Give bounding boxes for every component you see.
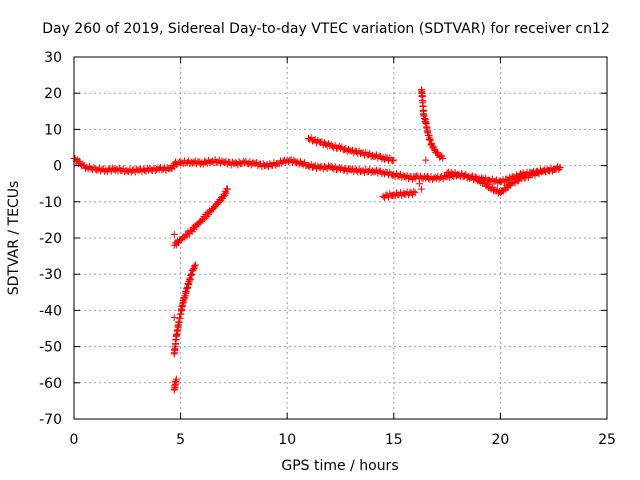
data-point xyxy=(411,189,419,197)
data-point xyxy=(422,156,430,164)
data-point xyxy=(188,270,196,278)
y-tick-labels: -70 -60 -50 -40 -30 -20 -10 0 10 20 30 xyxy=(39,50,62,428)
series-arc-low xyxy=(379,188,419,202)
x-tick-label: 5 xyxy=(176,432,185,448)
series-arc-baseline-a xyxy=(70,154,178,176)
grid-lines xyxy=(74,57,607,419)
series-outliers xyxy=(170,156,432,322)
data-point xyxy=(415,180,423,188)
x-tick-label: 25 xyxy=(598,432,616,448)
x-tick-label: 20 xyxy=(491,432,509,448)
y-tick-label: -30 xyxy=(39,267,62,283)
data-point xyxy=(430,145,438,153)
y-tick-label: -50 xyxy=(39,340,62,356)
data-point xyxy=(390,156,398,164)
series-arc-spike xyxy=(418,86,447,162)
y-tick-label: -60 xyxy=(39,376,62,392)
y-tick-label: -10 xyxy=(39,195,62,211)
data-point xyxy=(172,375,180,383)
data-point xyxy=(410,188,418,196)
data-point xyxy=(427,136,435,144)
data-point xyxy=(418,185,426,193)
y-tick-label: -20 xyxy=(39,231,62,247)
x-tick-labels: 0 5 10 15 20 25 xyxy=(70,432,616,448)
data-point xyxy=(439,154,447,162)
series-arc-steep-a xyxy=(170,261,200,358)
axis-ticks xyxy=(73,56,608,420)
series-arc-steep-b xyxy=(170,375,180,394)
data-point xyxy=(170,230,178,238)
x-axis-label: GPS time / hours xyxy=(281,458,398,474)
series-arc-late-b xyxy=(443,163,564,197)
data-point xyxy=(424,172,432,180)
data-point xyxy=(224,185,232,193)
data-point xyxy=(556,163,564,171)
data-point xyxy=(514,177,522,185)
data-point xyxy=(222,189,230,197)
data-points xyxy=(70,86,564,394)
y-tick-label: -40 xyxy=(39,303,62,319)
chart-title: Day 260 of 2019, Sidereal Day-to-day VTE… xyxy=(42,21,610,37)
series-arc-rising xyxy=(170,185,232,249)
y-tick-label: -70 xyxy=(39,412,62,428)
data-point xyxy=(192,261,200,269)
y-tick-label: 20 xyxy=(44,86,62,102)
series-arc-descending xyxy=(305,134,398,165)
x-tick-label: 0 xyxy=(70,432,79,448)
data-point xyxy=(83,163,91,171)
y-tick-label: 10 xyxy=(44,122,62,138)
y-axis-label: SDTVAR / TECUs xyxy=(6,181,22,296)
data-point xyxy=(170,314,178,322)
x-tick-label: 10 xyxy=(278,432,296,448)
y-tick-label: 30 xyxy=(44,50,62,66)
y-tick-label: 0 xyxy=(53,159,62,175)
series-arc-baseline-b xyxy=(170,156,419,183)
x-tick-label: 15 xyxy=(385,432,403,448)
